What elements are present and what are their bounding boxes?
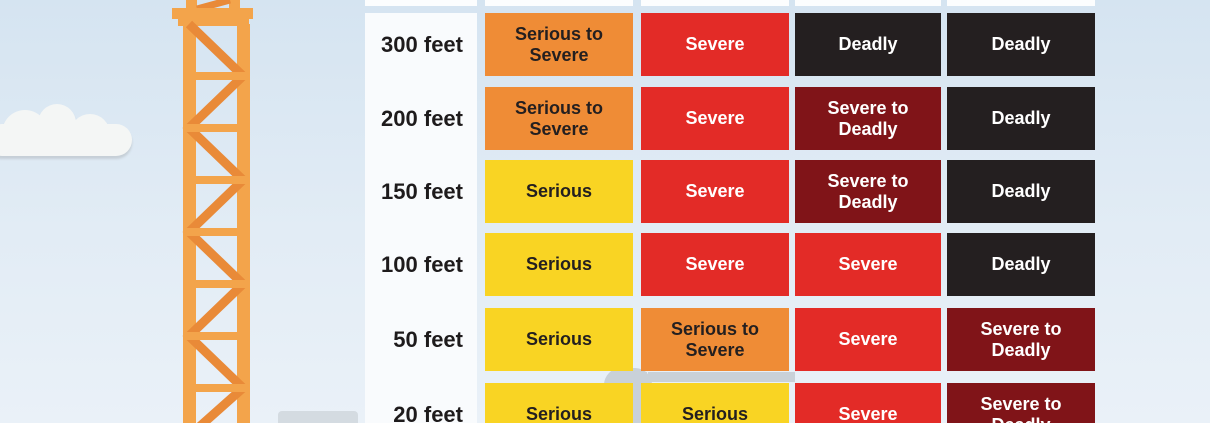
row-label-20-feet: 20 feet [393, 401, 463, 423]
severity-cell: Severe [795, 233, 941, 296]
severity-cell: Deadly [947, 13, 1095, 76]
cloud-base [0, 124, 132, 156]
severity-cell: Severe to Deadly [947, 383, 1095, 423]
severity-cell: Serious to Severe [641, 308, 789, 371]
severity-cell: Serious [485, 233, 633, 296]
row-label-200-feet: 200 feet [381, 105, 463, 131]
row-label-50-feet: 50 feet [393, 326, 463, 352]
severity-cell: Serious [641, 383, 789, 423]
severity-cell: Severe to Deadly [795, 160, 941, 223]
severity-cell: Severe [641, 160, 789, 223]
severity-cell: Severe [641, 13, 789, 76]
severity-cell: Serious [485, 308, 633, 371]
gray-silhouette-shape [648, 372, 795, 382]
cloud-illustration [0, 100, 136, 160]
table-header-partial [485, 0, 633, 6]
row-label-150-feet: 150 feet [381, 178, 463, 204]
severity-cell: Deadly [795, 13, 941, 76]
severity-cell: Serious [485, 383, 633, 423]
crane-tower-illustration [172, 0, 253, 423]
building-rooftop-illustration [278, 411, 358, 423]
height-label-column [365, 13, 477, 423]
severity-cell: Deadly [947, 87, 1095, 150]
severity-cell: Deadly [947, 233, 1095, 296]
row-label-100-feet: 100 feet [381, 251, 463, 277]
severity-cell: Serious to Severe [485, 13, 633, 76]
severity-cell: Severe to Deadly [947, 308, 1095, 371]
severity-cell: Severe [795, 383, 941, 423]
table-header-partial [795, 0, 941, 6]
table-header-partial [365, 0, 477, 6]
severity-cell: Severe [795, 308, 941, 371]
severity-cell: Severe [641, 87, 789, 150]
severity-cell: Serious to Severe [485, 87, 633, 150]
table-header-partial [947, 0, 1095, 6]
severity-cell: Deadly [947, 160, 1095, 223]
severity-cell: Severe to Deadly [795, 87, 941, 150]
table-header-partial [641, 0, 789, 6]
severity-cell: Serious [485, 160, 633, 223]
row-label-300-feet: 300 feet [381, 31, 463, 57]
severity-cell: Severe [641, 233, 789, 296]
